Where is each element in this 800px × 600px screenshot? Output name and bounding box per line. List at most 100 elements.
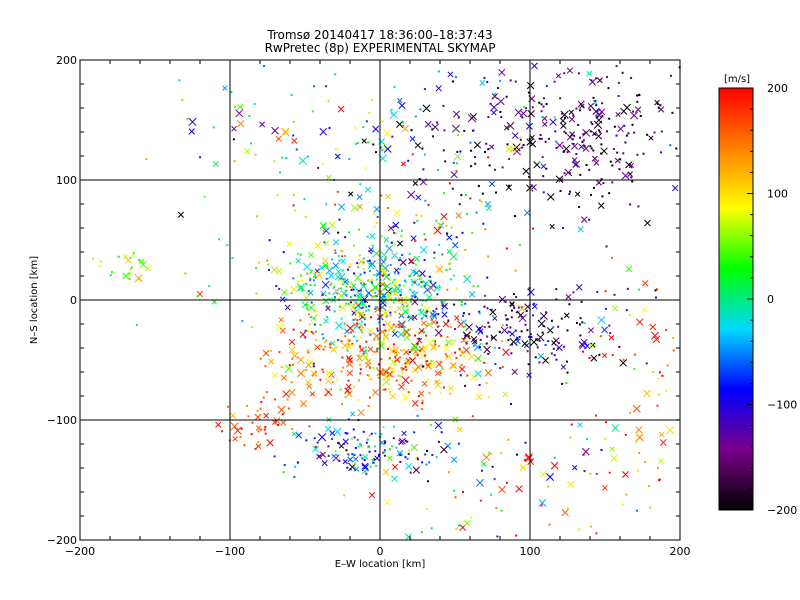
data-point-dot bbox=[371, 98, 374, 101]
data-point-dot bbox=[434, 296, 437, 299]
data-point-cross bbox=[564, 168, 573, 177]
data-point-cross bbox=[296, 355, 305, 364]
data-point-dot bbox=[569, 190, 572, 193]
data-point-dot bbox=[343, 322, 346, 325]
data-point-dot bbox=[547, 137, 550, 140]
data-point-cross bbox=[351, 283, 357, 289]
data-point-dot bbox=[636, 153, 639, 156]
data-point-dot bbox=[423, 153, 426, 156]
data-point-dot bbox=[542, 191, 545, 194]
data-point-dot bbox=[490, 336, 493, 339]
data-point-dot bbox=[264, 432, 267, 435]
data-point-dot bbox=[291, 428, 294, 431]
data-point-dot bbox=[601, 195, 604, 198]
data-point-dot bbox=[455, 357, 458, 360]
data-point-cross bbox=[630, 111, 639, 120]
data-point-dot bbox=[383, 284, 386, 287]
data-point-dot bbox=[407, 449, 410, 452]
data-point-cross bbox=[509, 302, 515, 308]
data-point-dot bbox=[364, 300, 367, 303]
data-point-cross bbox=[430, 319, 438, 326]
data-point-dot bbox=[626, 287, 629, 290]
data-point-dot bbox=[553, 80, 556, 83]
data-point-dot bbox=[461, 351, 464, 354]
data-point-dot bbox=[637, 469, 640, 472]
data-point-dot bbox=[605, 76, 608, 79]
data-point-dot bbox=[440, 431, 443, 434]
data-point-dot bbox=[487, 321, 490, 324]
data-point-dot bbox=[375, 464, 378, 467]
data-point-dot bbox=[550, 352, 553, 355]
data-point-dot bbox=[439, 372, 442, 375]
data-point-dot bbox=[424, 199, 427, 202]
data-point-dot bbox=[595, 532, 598, 535]
data-point-cross bbox=[575, 283, 583, 291]
data-point-dot bbox=[401, 253, 404, 256]
data-point-dot bbox=[425, 463, 428, 466]
data-point-dot bbox=[306, 272, 309, 275]
data-point-dot bbox=[325, 85, 328, 88]
data-point-dot bbox=[623, 124, 626, 127]
data-point-dot bbox=[601, 102, 604, 105]
data-point-cross bbox=[337, 105, 345, 113]
data-point-cross bbox=[318, 264, 325, 271]
data-point-cross bbox=[539, 470, 547, 478]
data-point-cross bbox=[275, 135, 282, 142]
data-point-dot bbox=[315, 314, 318, 317]
data-point-dot bbox=[296, 461, 299, 464]
x-axis-label: E–W location [km] bbox=[335, 559, 426, 570]
data-point-cross bbox=[255, 425, 262, 431]
data-point-dot bbox=[374, 450, 377, 453]
data-point-cross bbox=[188, 117, 197, 127]
data-point-cross bbox=[318, 433, 327, 442]
data-point-dot bbox=[411, 153, 414, 156]
data-point-cross bbox=[383, 129, 391, 137]
data-point-dot bbox=[394, 232, 397, 235]
data-point-dot bbox=[510, 309, 513, 312]
data-point-dot bbox=[372, 143, 375, 146]
data-point-dot bbox=[582, 453, 585, 456]
data-point-dot bbox=[470, 165, 473, 168]
data-point-dot bbox=[609, 160, 612, 163]
data-point-dot bbox=[367, 141, 370, 144]
data-point-dot bbox=[421, 399, 424, 402]
data-point-dot bbox=[357, 398, 360, 401]
data-point-dot bbox=[659, 104, 662, 107]
data-point-dot bbox=[377, 453, 380, 456]
data-point-dot bbox=[341, 356, 344, 359]
data-point-dot bbox=[312, 279, 315, 282]
data-point-dot bbox=[578, 323, 581, 326]
data-point-dot bbox=[607, 87, 610, 90]
data-point-dot bbox=[359, 368, 362, 371]
data-point-dot bbox=[431, 454, 434, 457]
data-point-dot bbox=[347, 281, 350, 284]
data-point-dot bbox=[393, 272, 396, 275]
data-point-dot bbox=[388, 448, 391, 451]
data-point-cross bbox=[632, 404, 641, 413]
data-point-cross bbox=[397, 288, 403, 294]
data-point-cross bbox=[286, 240, 293, 247]
data-point-dot bbox=[636, 100, 639, 103]
data-point-cross bbox=[584, 342, 591, 350]
data-point-dot bbox=[138, 259, 141, 262]
data-point-dot bbox=[416, 219, 419, 222]
data-point-dot bbox=[404, 280, 407, 283]
data-point-cross bbox=[615, 111, 621, 118]
data-point-dot bbox=[462, 314, 465, 317]
data-point-dot bbox=[518, 335, 521, 338]
data-point-cross bbox=[401, 430, 407, 437]
data-point-dot bbox=[128, 278, 131, 281]
data-point-dot bbox=[354, 142, 357, 145]
data-point-dot bbox=[355, 339, 358, 342]
data-point-cross bbox=[312, 445, 320, 453]
data-point-dot bbox=[554, 130, 557, 133]
data-point-dot bbox=[408, 351, 411, 354]
data-point-cross bbox=[521, 340, 529, 348]
data-point-dot bbox=[404, 439, 407, 442]
data-point-dot bbox=[331, 438, 334, 441]
data-point-dot bbox=[484, 228, 487, 231]
data-point-dot bbox=[507, 330, 510, 333]
data-point-dot bbox=[592, 96, 595, 99]
data-point-dot bbox=[399, 375, 402, 378]
data-point-dot bbox=[292, 277, 295, 280]
